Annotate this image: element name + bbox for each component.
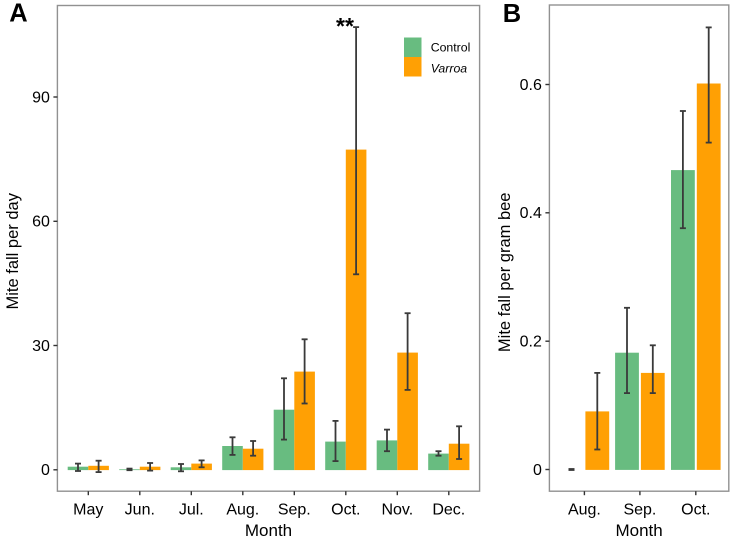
svg-text:Oct.: Oct. — [681, 501, 710, 518]
svg-text:90: 90 — [32, 89, 50, 106]
svg-text:Oct.: Oct. — [331, 501, 360, 518]
svg-text:Control: Control — [431, 41, 471, 55]
svg-text:Jun.: Jun. — [125, 501, 155, 518]
svg-text:Dec.: Dec. — [432, 501, 465, 518]
svg-text:Mite fall per gram bee: Mite fall per gram bee — [496, 193, 514, 353]
svg-text:Aug.: Aug. — [568, 501, 601, 518]
svg-text:0.2: 0.2 — [520, 334, 542, 351]
svg-text:0: 0 — [41, 462, 50, 479]
svg-text:May: May — [73, 501, 103, 518]
svg-text:60: 60 — [32, 214, 50, 231]
svg-text:A: A — [9, 0, 27, 28]
svg-text:0.6: 0.6 — [520, 77, 542, 94]
svg-text:Sep.: Sep. — [278, 501, 311, 518]
svg-text:Jul.: Jul. — [179, 501, 204, 518]
svg-text:Sep.: Sep. — [623, 501, 656, 518]
svg-text:Month: Month — [245, 521, 292, 540]
svg-text:0: 0 — [533, 462, 542, 479]
svg-text:Aug.: Aug. — [226, 501, 259, 518]
svg-text:Varroa: Varroa — [431, 62, 468, 76]
svg-text:Month: Month — [615, 521, 662, 540]
svg-text:**: ** — [336, 13, 354, 39]
svg-text:B: B — [503, 0, 521, 28]
svg-text:Nov.: Nov. — [381, 501, 413, 518]
svg-text:Mite fall per day: Mite fall per day — [4, 192, 22, 309]
svg-text:30: 30 — [32, 338, 50, 355]
svg-text:0.4: 0.4 — [520, 205, 542, 222]
